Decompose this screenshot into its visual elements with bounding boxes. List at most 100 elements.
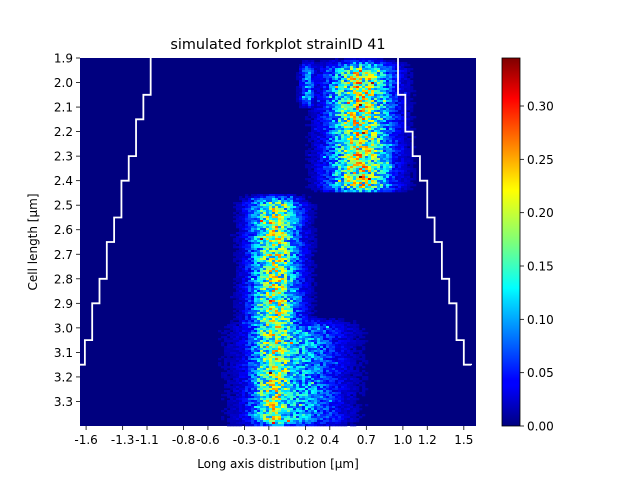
heatmap-cell xyxy=(323,76,327,79)
heatmap-cell xyxy=(329,126,333,129)
heatmap-cell xyxy=(248,214,252,217)
heatmap-cell xyxy=(377,96,381,99)
heatmap-cell xyxy=(257,302,261,305)
heatmap-cell xyxy=(251,296,255,299)
heatmap-cell xyxy=(365,110,369,113)
heatmap-cell xyxy=(329,78,333,81)
heatmap-cell xyxy=(236,318,240,321)
heatmap-cell xyxy=(236,308,240,311)
heatmap-cell xyxy=(251,318,255,321)
heatmap-cell xyxy=(302,276,306,279)
heatmap-cell xyxy=(302,306,306,309)
heatmap-cell xyxy=(323,174,327,177)
heatmap-cell xyxy=(302,360,306,363)
heatmap-cell xyxy=(263,244,267,247)
heatmap-cell xyxy=(311,356,315,359)
heatmap-cell xyxy=(326,338,330,341)
heatmap-cell xyxy=(287,194,291,197)
heatmap-cell xyxy=(320,78,324,81)
heatmap-cell xyxy=(374,186,378,189)
heatmap-cell xyxy=(344,360,348,363)
heatmap-cell xyxy=(302,250,306,253)
heatmap-cell xyxy=(257,316,261,319)
heatmap-cell xyxy=(257,230,261,233)
heatmap-cell xyxy=(383,172,387,175)
heatmap-cell xyxy=(362,114,366,117)
heatmap-cell xyxy=(398,114,402,117)
heatmap-cell xyxy=(335,150,339,153)
heatmap-cell xyxy=(284,200,288,203)
heatmap-cell xyxy=(383,152,387,155)
heatmap-cell xyxy=(266,334,270,337)
heatmap-cell xyxy=(326,180,330,183)
heatmap-cell xyxy=(251,240,255,243)
heatmap-cell xyxy=(305,284,309,287)
heatmap-cell xyxy=(254,232,258,235)
heatmap-cell xyxy=(275,252,279,255)
heatmap-cell xyxy=(326,344,330,347)
heatmap-cell xyxy=(338,82,342,85)
heatmap-cell xyxy=(278,292,282,295)
heatmap-cell xyxy=(287,196,291,199)
heatmap-cell xyxy=(377,172,381,175)
heatmap-cell xyxy=(362,336,366,339)
heatmap-cell xyxy=(314,204,318,207)
heatmap-cell xyxy=(323,120,327,123)
heatmap-cell xyxy=(335,174,339,177)
heatmap-cell xyxy=(347,136,351,139)
heatmap-cell xyxy=(371,110,375,113)
heatmap-cell xyxy=(242,332,246,335)
heatmap-cell xyxy=(305,144,309,147)
heatmap-cell xyxy=(320,156,324,159)
heatmap-cell xyxy=(374,98,378,101)
heatmap-cell xyxy=(311,218,315,221)
heatmap-cell xyxy=(269,300,273,303)
heatmap-cell xyxy=(377,102,381,105)
heatmap-cell xyxy=(320,338,324,341)
heatmap-cell xyxy=(239,230,243,233)
heatmap-cell xyxy=(392,146,396,149)
heatmap-cell xyxy=(323,358,327,361)
heatmap-cell xyxy=(407,108,411,111)
heatmap-cell xyxy=(284,254,288,257)
heatmap-cell xyxy=(269,250,273,253)
heatmap-cell xyxy=(254,246,258,249)
heatmap-cell xyxy=(284,204,288,207)
heatmap-cell xyxy=(293,222,297,225)
heatmap-cell xyxy=(356,350,360,353)
heatmap-cell xyxy=(338,180,342,183)
heatmap-cell xyxy=(329,164,333,167)
heatmap-cell xyxy=(329,74,333,77)
heatmap-cell xyxy=(293,316,297,319)
heatmap-cell xyxy=(257,258,261,261)
heatmap-cell xyxy=(383,156,387,159)
heatmap-cell xyxy=(296,242,300,245)
heatmap-cell xyxy=(242,338,246,341)
heatmap-cell xyxy=(365,150,369,153)
heatmap-cell xyxy=(233,212,237,215)
heatmap-cell xyxy=(290,338,294,341)
heatmap-cell xyxy=(317,130,321,133)
heatmap-cell xyxy=(311,184,315,187)
heatmap-cell xyxy=(344,330,348,333)
heatmap-cell xyxy=(362,164,366,167)
heatmap-cell xyxy=(329,160,333,163)
heatmap-cell xyxy=(275,312,279,315)
heatmap-cell xyxy=(242,298,246,301)
heatmap-cell xyxy=(290,256,294,259)
heatmap-cell xyxy=(338,328,342,331)
heatmap-cell xyxy=(263,338,267,341)
heatmap-cell xyxy=(323,64,327,67)
heatmap-cell xyxy=(341,160,345,163)
heatmap-cell xyxy=(314,292,318,295)
heatmap-cell xyxy=(344,356,348,359)
heatmap-cell xyxy=(308,70,312,73)
heatmap-cell xyxy=(362,122,366,125)
heatmap-cell xyxy=(326,178,330,181)
heatmap-cell xyxy=(359,334,363,337)
heatmap-cell xyxy=(320,318,324,321)
heatmap-cell xyxy=(410,86,414,89)
heatmap-cell xyxy=(332,76,336,79)
heatmap-cell xyxy=(248,226,252,229)
heatmap-cell xyxy=(332,138,336,141)
